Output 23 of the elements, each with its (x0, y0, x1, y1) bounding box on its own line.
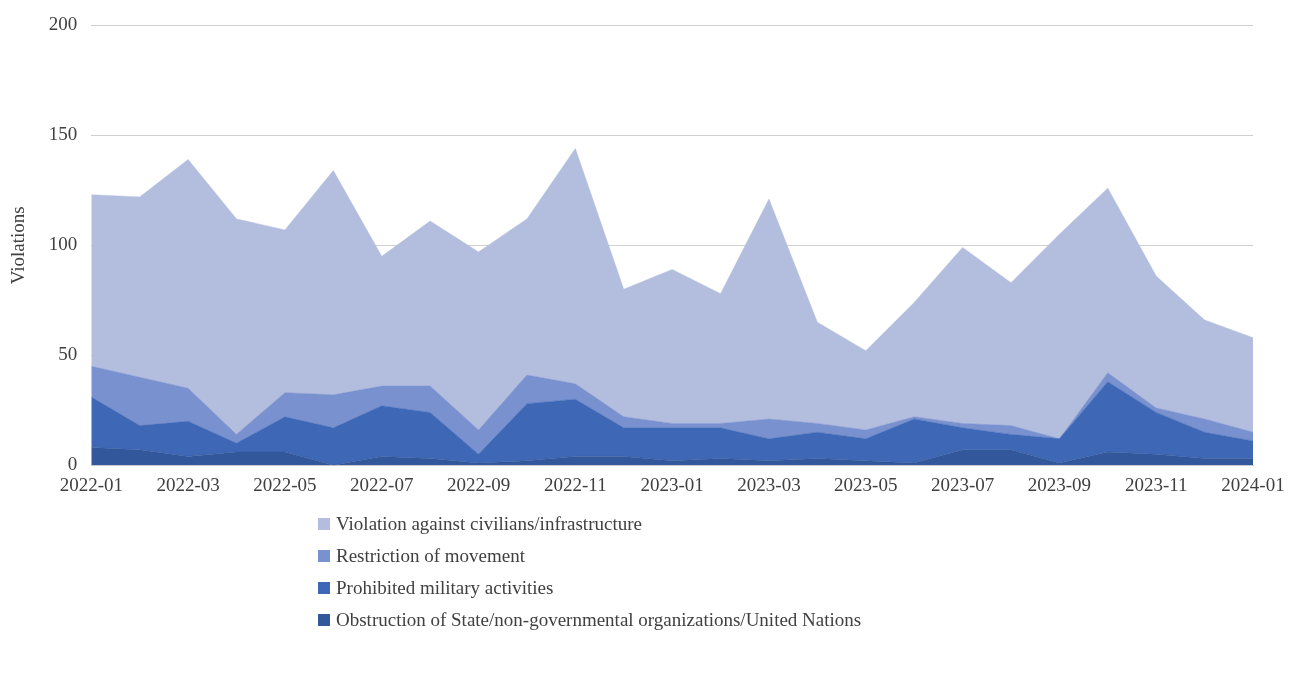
x-tick-label: 2023-07 (930, 473, 995, 495)
y-tick-label: 100 (48, 233, 78, 255)
x-tick-label: 2023-05 (834, 473, 898, 495)
x-tick-label: 2022-01 (59, 473, 123, 495)
y-tick-label: 0 (67, 453, 78, 475)
x-tick-label: 2022-05 (253, 473, 317, 495)
y-tick-label: 200 (48, 13, 78, 35)
x-tick-label: 2023-11 (1124, 473, 1188, 495)
y-axis-title: Violations (7, 206, 29, 285)
x-tick-label: 2024-01 (1221, 473, 1285, 495)
x-tick-label: 2023-09 (1027, 473, 1092, 495)
y-tick-label: 150 (48, 123, 78, 145)
x-tick-label: 2023-01 (640, 473, 704, 495)
legend-label: Prohibited military activities (336, 577, 554, 599)
legend-label: Restriction of movement (336, 545, 525, 567)
x-tick-label: 2022-09 (446, 473, 511, 495)
legend-label: Obstruction of State/non-governmental organizations/United Nations (336, 609, 862, 631)
y-tick-label: 50 (58, 343, 78, 365)
legend-label: Violation against civilians/infrastructure (336, 513, 642, 535)
x-tick-label: 2023-03 (737, 473, 801, 495)
x-tick-label: 2022-03 (156, 473, 220, 495)
x-tick-label: 2022-11 (544, 473, 607, 495)
x-tick-label: 2022-07 (350, 473, 414, 495)
